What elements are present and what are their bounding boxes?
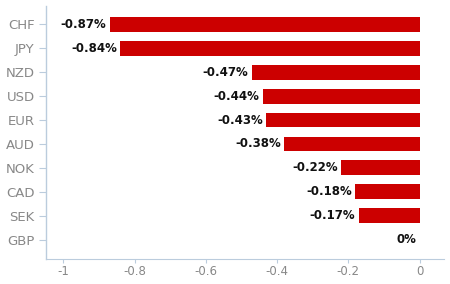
Text: -0.87%: -0.87% (60, 18, 106, 31)
Bar (252, 65, 419, 80)
Text: -0.43%: -0.43% (217, 114, 263, 127)
Text: -0.47%: -0.47% (203, 66, 248, 79)
Text: 0%: 0% (396, 233, 416, 246)
Bar (266, 113, 419, 128)
Bar (341, 160, 419, 175)
Text: -0.18%: -0.18% (306, 185, 352, 198)
Bar (263, 89, 419, 104)
Text: -0.17%: -0.17% (310, 209, 356, 222)
Bar (359, 208, 419, 223)
Text: -0.84%: -0.84% (71, 42, 117, 55)
Text: -0.22%: -0.22% (292, 161, 338, 174)
Bar (121, 41, 419, 56)
Bar (284, 137, 419, 151)
Text: -0.38%: -0.38% (235, 137, 281, 151)
Text: -0.44%: -0.44% (213, 90, 259, 103)
Bar (110, 17, 419, 32)
Bar (356, 184, 419, 199)
